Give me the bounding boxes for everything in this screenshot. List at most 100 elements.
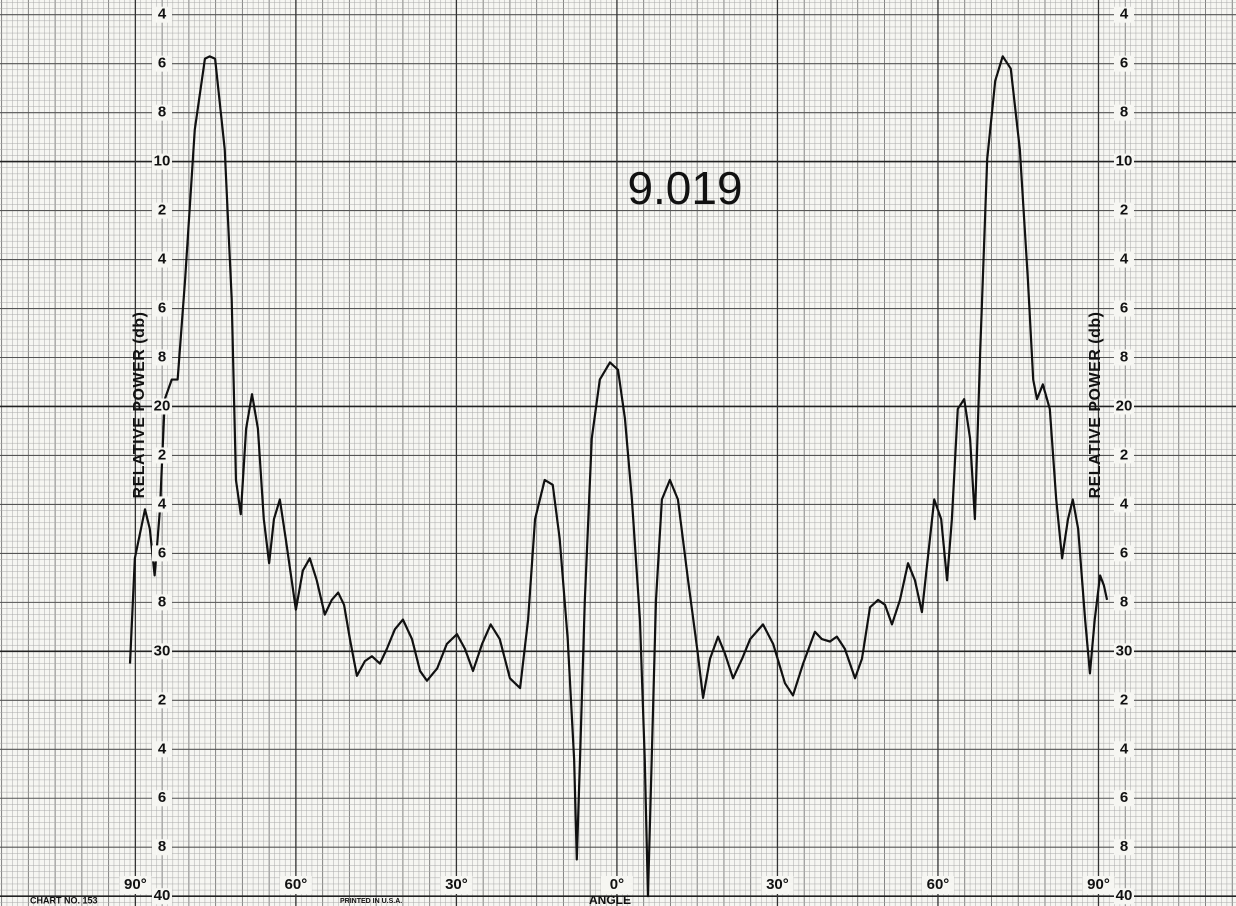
y-tick-label: 4 bbox=[1120, 251, 1129, 268]
y-tick-label: 4 bbox=[158, 495, 167, 512]
y-tick-label: 2 bbox=[158, 202, 166, 219]
tick-label-bg bbox=[1082, 876, 1115, 894]
tick-label-bg bbox=[1114, 839, 1134, 856]
tick-label-bg bbox=[440, 876, 473, 894]
tick-label-bg bbox=[279, 876, 312, 894]
chart-number: CHART NO. 153 bbox=[30, 895, 98, 905]
y-tick-label: 10 bbox=[154, 153, 171, 170]
y-tick-label: 6 bbox=[1120, 544, 1128, 561]
tick-label-bg bbox=[1114, 398, 1134, 415]
tick-label-bg bbox=[152, 692, 172, 709]
y-tick-label: 4 bbox=[1120, 6, 1129, 23]
pattern-line bbox=[128, 55, 1109, 898]
y-tick-label: 2 bbox=[158, 446, 166, 463]
y-tick-label: 6 bbox=[158, 789, 166, 806]
tick-label-bg bbox=[152, 447, 172, 464]
tick-label-bg bbox=[1114, 888, 1134, 905]
tick-label-bg bbox=[1114, 300, 1134, 317]
y-tick-label: 6 bbox=[1120, 299, 1128, 316]
y-tick-label: 6 bbox=[1120, 55, 1128, 72]
tick-label-bg bbox=[152, 839, 172, 856]
tick-label-bg bbox=[152, 251, 172, 268]
tick-label-bg bbox=[152, 202, 172, 219]
tick-label-bg bbox=[152, 349, 172, 366]
y-tick-label: 4 bbox=[1120, 740, 1129, 757]
tick-label-bg bbox=[152, 594, 172, 611]
y-tick-label: 20 bbox=[1116, 397, 1133, 414]
y-tick-label: 20 bbox=[154, 397, 171, 414]
y-tick-label: 6 bbox=[158, 55, 166, 72]
y-tick-label: 8 bbox=[1120, 593, 1128, 610]
y-axis-label: RELATIVE POWER (db) bbox=[1087, 312, 1104, 499]
y-tick-label: 4 bbox=[1120, 495, 1129, 512]
y-tick-label: 6 bbox=[1120, 789, 1128, 806]
y-tick-label: 4 bbox=[158, 740, 167, 757]
plot bbox=[128, 55, 1109, 898]
tick-label-bg bbox=[152, 300, 172, 317]
y-tick-label: 30 bbox=[154, 642, 171, 659]
tick-label-bg bbox=[600, 876, 633, 894]
x-tick-label: 30° bbox=[766, 876, 789, 893]
tick-label-bg bbox=[1114, 349, 1134, 366]
tick-label-bg bbox=[152, 643, 172, 660]
tick-label-bg bbox=[152, 6, 172, 23]
tick-label-bg bbox=[152, 398, 172, 415]
tick-label-bg bbox=[1114, 496, 1134, 513]
y-tick-label: 8 bbox=[158, 593, 166, 610]
tick-label-bg bbox=[1114, 692, 1134, 709]
y-tick-label: 8 bbox=[1120, 104, 1128, 121]
tick-label-bg bbox=[1114, 594, 1134, 611]
x-tick-label: 90° bbox=[1087, 876, 1110, 893]
tick-label-bg bbox=[1114, 6, 1134, 23]
tick-label-bg bbox=[1114, 643, 1134, 660]
tick-label-bg bbox=[1114, 545, 1134, 562]
y-tick-label: 40 bbox=[154, 887, 171, 904]
tick-label-bg bbox=[152, 888, 172, 905]
tick-label-bg bbox=[1114, 741, 1134, 758]
tick-label-bg bbox=[1114, 447, 1134, 464]
tick-label-bg bbox=[119, 876, 152, 894]
y-tick-label: 30 bbox=[1116, 642, 1133, 659]
x-tick-label: 90° bbox=[124, 876, 147, 893]
tick-label-bg bbox=[152, 153, 172, 170]
chart-annotation: 9.019 bbox=[627, 162, 742, 214]
y-tick-label: 2 bbox=[1120, 691, 1128, 708]
y-tick-label: 2 bbox=[1120, 202, 1128, 219]
tick-label-bg bbox=[1114, 104, 1134, 121]
y-tick-label: 8 bbox=[158, 104, 166, 121]
tick-label-bg bbox=[152, 545, 172, 562]
tick-label-bg bbox=[152, 104, 172, 121]
y-tick-label: 4 bbox=[158, 6, 167, 23]
tick-label-bg bbox=[152, 790, 172, 807]
tick-label-bg bbox=[921, 876, 954, 894]
y-tick-label: 6 bbox=[158, 299, 166, 316]
tick-label-bg bbox=[761, 876, 794, 894]
y-axis-label: RELATIVE POWER (db) bbox=[131, 312, 148, 499]
x-tick-label: 30° bbox=[445, 876, 468, 893]
x-axis-label: ANGLE bbox=[589, 893, 631, 906]
y-tick-label: 2 bbox=[1120, 446, 1128, 463]
y-tick-label: 10 bbox=[1116, 153, 1133, 170]
tick-label-bg bbox=[1114, 153, 1134, 170]
tick-label-bg bbox=[152, 496, 172, 513]
tick-label-bg bbox=[1114, 790, 1134, 807]
tick-label-bg bbox=[1114, 202, 1134, 219]
y-tick-label: 8 bbox=[1120, 348, 1128, 365]
y-tick-label: 2 bbox=[158, 691, 166, 708]
y-tick-label: 4 bbox=[158, 251, 167, 268]
tick-label-bg bbox=[152, 741, 172, 758]
x-tick-label: 0° bbox=[610, 876, 624, 893]
y-tick-label: 8 bbox=[158, 348, 166, 365]
tick-label-bg bbox=[1114, 251, 1134, 268]
printed-note: PRINTED IN U.S.A. bbox=[340, 898, 402, 905]
y-tick-label: 8 bbox=[158, 838, 166, 855]
y-tick-label: 6 bbox=[158, 544, 166, 561]
y-tick-label: 8 bbox=[1120, 838, 1128, 855]
tick-label-bg bbox=[152, 55, 172, 72]
tick-label-bg bbox=[1114, 55, 1134, 72]
x-tick-label: 60° bbox=[285, 876, 308, 893]
y-tick-label: 40 bbox=[1116, 887, 1133, 904]
